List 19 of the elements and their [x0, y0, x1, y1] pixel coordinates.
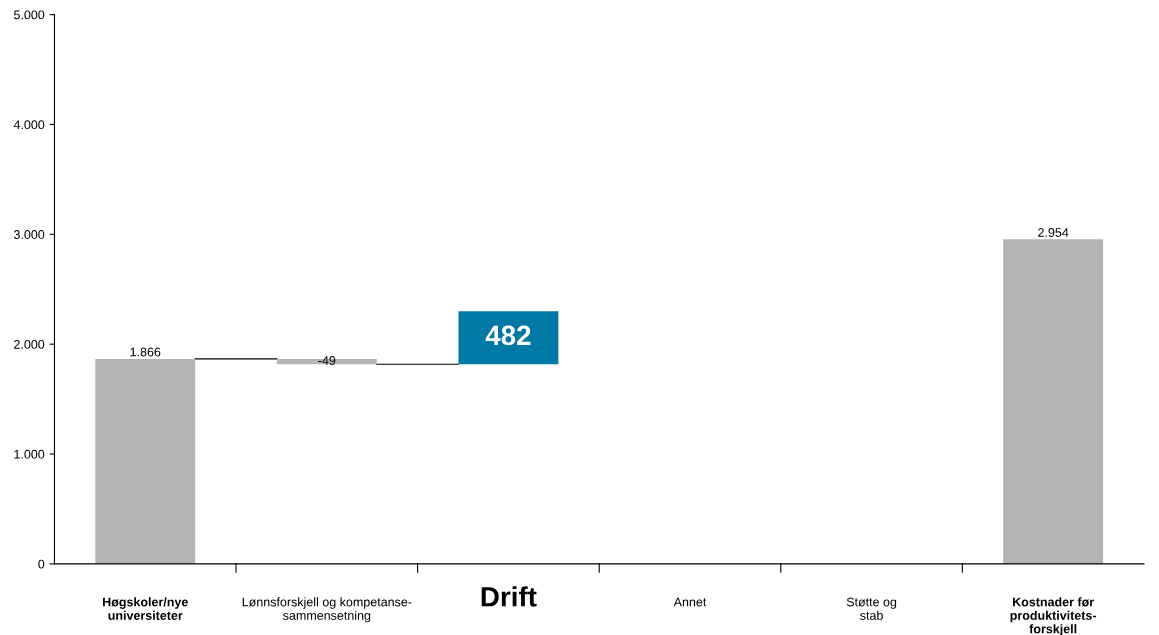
data-label: -49 — [318, 356, 336, 365]
data-label: 482 — [485, 325, 531, 346]
data-label: 1.866 — [130, 347, 161, 357]
y-tick-label: 5.000 — [13, 10, 45, 20]
y-tick-label: 0 — [38, 559, 45, 569]
y-tick-label: 1.000 — [14, 449, 45, 459]
y-tick-label: 2.000 — [14, 339, 45, 349]
x-tick-label: Høgskoler/nye universiteter — [103, 597, 188, 620]
x-tick-label: Kostnader før produktivitets- forskjell — [1010, 597, 1097, 635]
y-tick-label: 3.000 — [13, 230, 45, 239]
bar — [95, 358, 196, 564]
data-label: 2.954 — [1038, 228, 1069, 237]
y-tick-label: 4.000 — [13, 120, 45, 130]
bar — [458, 311, 559, 365]
x-tick-label: Støtte og stab — [846, 597, 897, 620]
x-tick-label: Lønnsforskjell og kompetanse- sammensetning — [242, 597, 412, 623]
bar — [1003, 239, 1104, 564]
x-tick-label: Drift — [481, 586, 537, 607]
x-tick-label: Annet — [673, 597, 707, 607]
